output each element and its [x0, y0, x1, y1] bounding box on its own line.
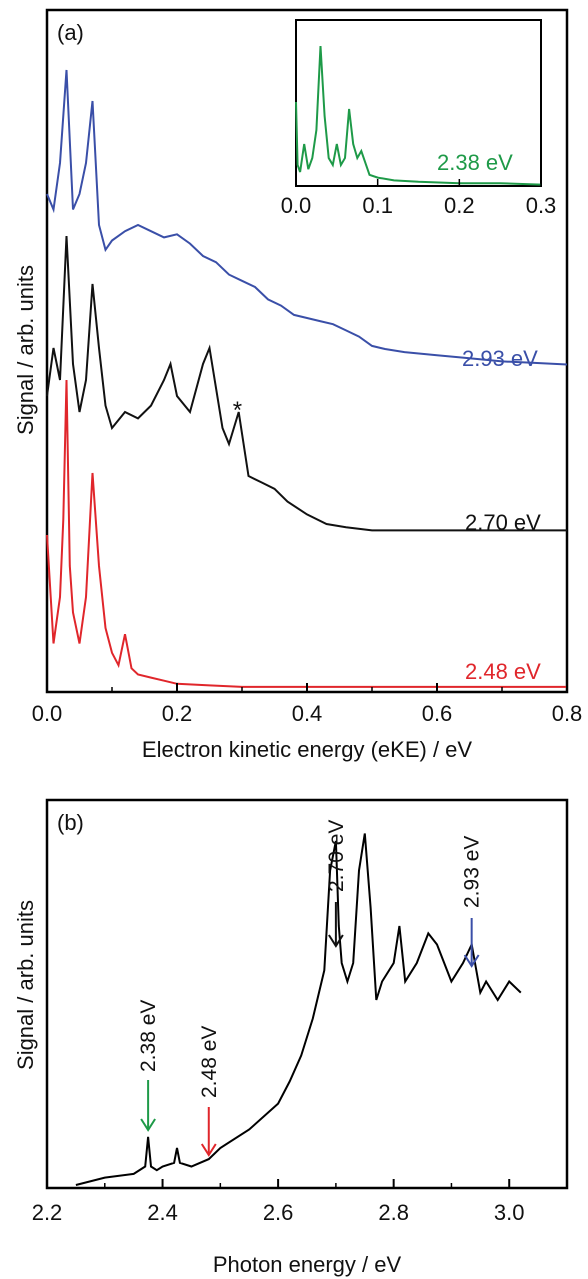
panel-a-label: (a) [57, 20, 84, 45]
arrow-marker-293: 2.93 eV [461, 836, 484, 968]
arrow-head [200, 1143, 217, 1157]
label-2-48-ev: 2.48 eV [465, 659, 541, 684]
label-2-38-ev: 2.38 eV [437, 150, 513, 175]
panel-b-markers: 2.38 eV 2.48 eV 2.70 eV 2.93 eV [137, 820, 484, 1157]
x-tick-label: 0.6 [422, 701, 453, 726]
x-tick-label: 0.0 [32, 701, 63, 726]
inset-plot: 0.0 0.1 0.2 0.3 2.38 eV [281, 19, 557, 218]
arrow-label: 2.48 eV [198, 1026, 221, 1098]
arrow-label: 2.38 eV [137, 1000, 160, 1072]
inset-tick-label: 0.3 [526, 193, 557, 218]
x-tick-label: 2.6 [263, 1200, 294, 1225]
panel-b: (b) 2.38 eV 2.48 eV2.70 eV 2.93 eV 2.2 2.4 2… [13, 798, 569, 1277]
series-line-293 [46, 69, 568, 366]
inset-series-group [295, 45, 542, 186]
inset-frame [295, 19, 542, 187]
panel-a-ylabel: Signal / arb. units [13, 265, 38, 435]
peak-asterisk: * [233, 397, 242, 424]
panel-b-frame [45, 798, 569, 1190]
panel-a-xlabel: Electron kinetic energy (eKE) / eV [142, 737, 472, 762]
panel-a-series-group [46, 69, 568, 688]
inset-x-ticks: 0.0 0.1 0.2 0.3 [281, 179, 557, 218]
arrow-marker-238: 2.38 eV [137, 1000, 160, 1132]
inset-tick-label: 0.2 [444, 193, 475, 218]
arrow-head [140, 1118, 156, 1132]
x-tick-label: 0.8 [552, 701, 583, 726]
panel-b-x-ticks: 2.2 2.4 2.6 2.8 3.0 [32, 1179, 525, 1225]
x-tick-label: 0.2 [162, 701, 193, 726]
panel-b-series-group [75, 833, 522, 1186]
inset-series-line [295, 45, 542, 186]
arrow-marker-248: 2.48 eV [198, 1026, 221, 1157]
arrow-label: 2.93 eV [461, 836, 484, 908]
inset-tick-label: 0.0 [281, 193, 312, 218]
series-line-270 [46, 235, 567, 532]
arrow-head [463, 954, 480, 968]
panel-a: (a) 0.0 0.2 0.4 0.6 0.8 * 2.93 eV 2.70 eV 2.… [13, 8, 583, 762]
arrow-label: 2.70 eV [325, 820, 348, 892]
panel-b-label: (b) [57, 810, 84, 835]
series-line-248 [46, 379, 567, 688]
photon-spectrum-line [75, 833, 522, 1186]
x-tick-label: 2.4 [147, 1200, 178, 1225]
arrow-head [328, 934, 344, 948]
x-tick-label: 2.2 [32, 1200, 63, 1225]
x-tick-label: 3.0 [494, 1200, 525, 1225]
x-tick-label: 0.4 [292, 701, 323, 726]
panel-b-ylabel: Signal / arb. units [13, 900, 38, 1070]
arrow-marker-270: 2.70 eV [325, 820, 348, 948]
x-tick-label: 2.8 [378, 1200, 409, 1225]
panel-a-x-ticks: 0.0 0.2 0.4 0.6 0.8 [32, 683, 583, 726]
inset-tick-label: 0.1 [362, 193, 393, 218]
panel-b-xlabel: Photon energy / eV [213, 1252, 402, 1277]
label-2-93-ev: 2.93 eV [462, 346, 538, 371]
label-2-70-ev: 2.70 eV [465, 510, 541, 535]
